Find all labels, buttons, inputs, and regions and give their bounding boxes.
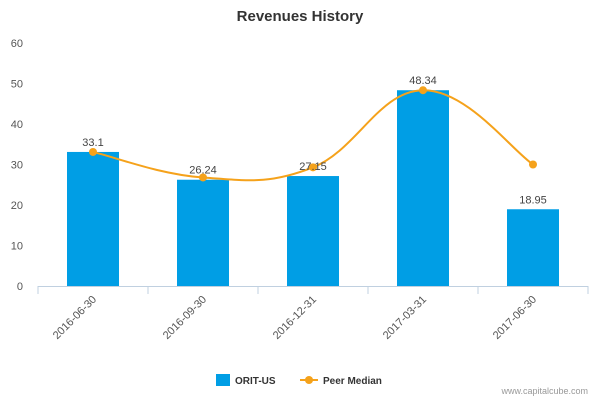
bar-value-label: 33.1	[82, 137, 103, 149]
bar[interactable]	[287, 176, 339, 286]
x-axis: 2016-06-30 2016-09-30 2016-12-31 2017-03-31…	[37, 286, 589, 342]
bar[interactable]	[507, 209, 559, 286]
bar-value-label: 26.24	[189, 165, 217, 177]
bar-series	[67, 90, 559, 287]
peer-median-point[interactable]	[199, 173, 207, 182]
y-tick-label: 40	[11, 119, 23, 131]
legend-bar-swatch	[216, 374, 230, 386]
x-tick-label: 2017-06-30	[491, 294, 539, 342]
y-tick-label: 50	[11, 79, 23, 91]
peer-median-point[interactable]	[419, 86, 427, 95]
y-axis: 0 10 20 30 40 50 60	[11, 38, 23, 293]
x-tick-label: 2016-06-30	[51, 294, 99, 342]
y-tick-label: 30	[11, 160, 23, 172]
legend-bar-label: ORIT-US	[235, 376, 276, 387]
chart-title: Revenues History	[237, 8, 364, 25]
y-tick-label: 20	[11, 200, 23, 212]
legend: ORIT-US Peer Median	[216, 374, 382, 387]
bar-value-label: 27.15	[299, 161, 327, 173]
legend-line-marker	[305, 376, 313, 384]
bar-value-label: 18.95	[519, 194, 547, 206]
peer-median-point[interactable]	[529, 160, 537, 169]
bar[interactable]	[177, 179, 229, 286]
credit-text: www.capitalcube.com	[500, 386, 588, 396]
peer-median-point[interactable]	[89, 147, 97, 156]
bar-value-label: 48.34	[409, 75, 437, 87]
legend-line-label: Peer Median	[323, 376, 382, 387]
line-series	[89, 86, 537, 182]
peer-median-line	[92, 89, 534, 182]
x-tick-label: 2016-12-31	[271, 294, 319, 342]
data-labels: 33.1 26.24 27.15 48.34 18.95	[82, 75, 546, 206]
x-tick-label: 2017-03-31	[381, 294, 429, 342]
peer-median-point[interactable]	[309, 163, 317, 172]
y-tick-label: 10	[11, 241, 23, 253]
x-tick-label: 2016-09-30	[161, 294, 209, 342]
bar[interactable]	[67, 151, 119, 286]
y-tick-label: 60	[11, 38, 23, 50]
bar[interactable]	[397, 90, 449, 287]
y-tick-label: 0	[17, 281, 23, 293]
